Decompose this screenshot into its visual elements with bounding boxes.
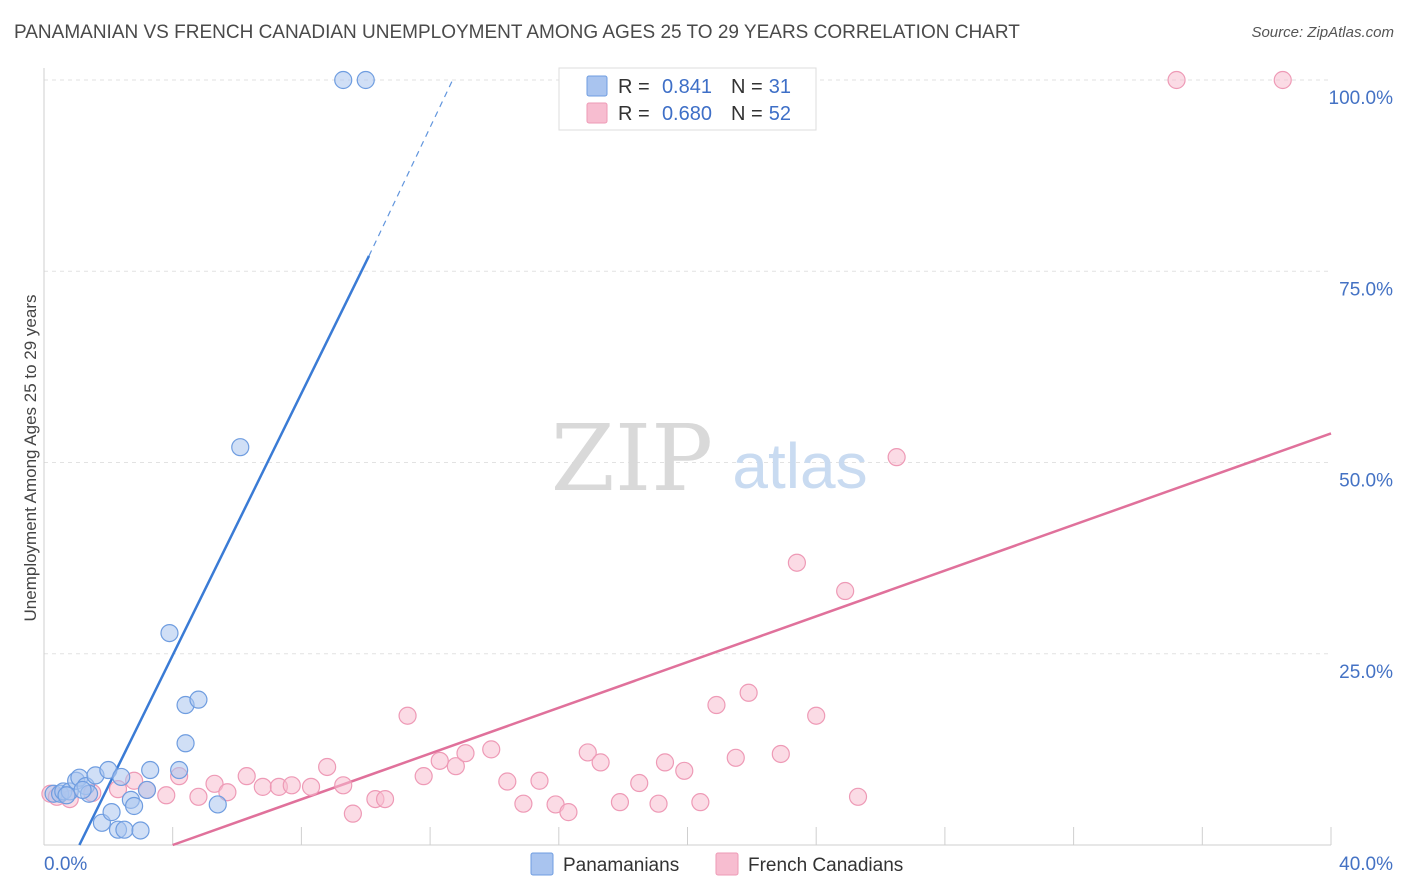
y-axis-label: Unemployment Among Ages 25 to 29 years (21, 295, 40, 622)
french-canadian-point (334, 776, 353, 795)
legend-swatch (715, 852, 739, 876)
french-canadian-point (482, 740, 501, 759)
panamanian-point (334, 70, 353, 90)
french-canadian-point (157, 786, 176, 805)
trendline-panamanians (78, 255, 371, 846)
french-canadian-point (707, 695, 726, 715)
french-canadian-point (655, 753, 675, 772)
panamanian-point (176, 734, 195, 753)
bottom-legend: Panamanians French Canadians (530, 852, 903, 876)
french-canadian-point (430, 751, 449, 770)
y-tick-label: 25.0% (1339, 662, 1393, 683)
chart-title: PANAMANIAN VS FRENCH CANADIAN UNEMPLOYME… (14, 22, 1020, 43)
panamanian-point (115, 820, 134, 839)
french-canadian-point (726, 748, 745, 767)
x-tick-label: 0.0% (44, 854, 87, 875)
stats-legend: R = 0.841 N = 31 R = 0.680 N = 52 (558, 67, 817, 131)
y-tick-label: 100.0% (1329, 88, 1394, 109)
watermark-zip: ZIP (551, 405, 713, 512)
watermark: ZIP atlas (551, 405, 868, 512)
french-canadian-point (375, 789, 395, 809)
grid (44, 79, 1331, 655)
legend-swatch (586, 102, 608, 124)
french-canadian-point (591, 753, 610, 772)
panamanian-point (124, 796, 144, 816)
french-canadian-point (398, 706, 417, 725)
legend-n-value: 52 (769, 103, 791, 125)
legend-r-value: 0.680 (662, 103, 712, 125)
legend-n-value: 31 (769, 76, 791, 98)
french-canadian-point (530, 771, 549, 790)
french-canadian-point (787, 553, 806, 572)
french-canadian-point (446, 757, 465, 776)
french-canadian-point (836, 581, 855, 601)
watermark-atlas: atlas (732, 430, 867, 502)
y-tick-label: 75.0% (1339, 279, 1393, 300)
legend-swatch (586, 75, 608, 97)
legend-r-value: 0.841 (662, 76, 712, 98)
french-canadian-point (559, 803, 578, 822)
french-canadian-point (282, 776, 301, 795)
legend-swatch (530, 852, 554, 876)
french-canadian-point (237, 767, 256, 786)
axes (43, 68, 1332, 846)
y-tick-label: 50.0% (1339, 471, 1393, 492)
french-canadian-point (691, 793, 710, 812)
data-points (41, 70, 1292, 840)
french-canadian-point (578, 743, 597, 762)
french-canadian-point (630, 773, 649, 793)
chart-source: Source: ZipAtlas.com (1251, 24, 1394, 41)
french-canadian-point (610, 793, 630, 812)
panamanian-point (131, 821, 150, 840)
french-canadian-point (498, 772, 517, 791)
panamanian-point (57, 786, 76, 805)
trendline-extension (368, 79, 454, 257)
french-canadian-point (318, 757, 337, 777)
panamanian-point (102, 803, 121, 822)
legend-n-label: N = (731, 103, 763, 125)
panamanian-point (356, 70, 375, 90)
panamanian-point (170, 760, 189, 780)
french-canadian-point (456, 744, 475, 763)
french-canadian-point (649, 794, 668, 813)
french-canadian-point (807, 706, 826, 725)
french-canadian-point (253, 777, 272, 796)
panamanian-point (189, 690, 208, 709)
tick-labels: 25.0% 50.0% 75.0% 100.0% 0.0% 40.0% (44, 88, 1393, 875)
french-canadian-point (189, 787, 208, 806)
panamanian-point (160, 623, 179, 643)
legend-r-label: R = (618, 103, 650, 125)
french-canadian-point (675, 761, 694, 780)
french-canadian-point (848, 787, 868, 806)
panamanian-point (141, 760, 160, 780)
french-canadian-point (1273, 70, 1292, 90)
french-canadian-point (301, 777, 321, 796)
legend-r-label: R = (618, 76, 650, 98)
legend-panamanians: Panamanians (563, 855, 679, 876)
french-canadian-point (1167, 70, 1186, 90)
french-canadian-point (218, 783, 237, 802)
trendlines (78, 79, 1332, 847)
french-canadian-point (887, 448, 906, 467)
panamanian-point (112, 767, 131, 787)
trendline-french-canadians (172, 432, 1332, 847)
french-canadian-point (739, 683, 758, 702)
panamanian-point (231, 438, 250, 457)
french-canadian-point (205, 774, 224, 793)
french-canadian-point (343, 804, 362, 823)
french-canadian-point (514, 794, 533, 813)
panamanian-point (137, 780, 157, 800)
legend-n-label: N = (731, 76, 763, 98)
legend-french-canadians: French Canadians (748, 855, 903, 876)
x-tick-label: 40.0% (1339, 854, 1393, 875)
panamanian-point (208, 795, 227, 814)
panamanian-point (73, 780, 92, 800)
french-canadian-point (771, 744, 790, 764)
french-canadian-point (414, 767, 433, 786)
